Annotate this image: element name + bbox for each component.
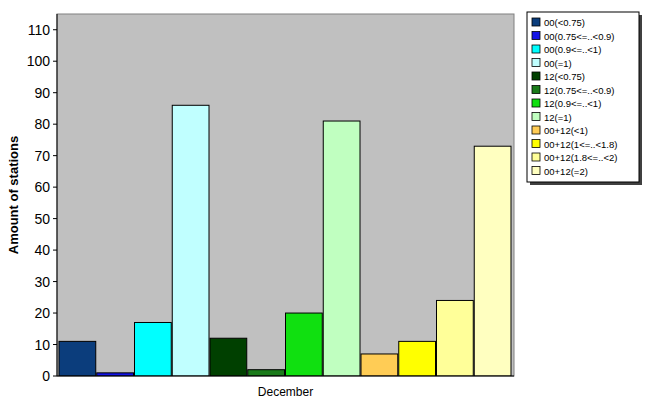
legend-swatch	[532, 86, 540, 94]
bar	[474, 146, 511, 376]
x-axis	[57, 376, 514, 377]
y-tick-label: 90	[34, 85, 50, 101]
y-tick-label: 30	[34, 274, 50, 290]
bar	[437, 300, 474, 376]
legend-label: 12(<0.75)	[544, 71, 585, 82]
legend-label: 00+12(<1)	[544, 125, 588, 136]
legend-swatch	[532, 72, 540, 80]
legend-swatch	[532, 99, 540, 107]
legend-swatch	[532, 140, 540, 148]
y-tick	[53, 250, 57, 251]
legend-swatch	[532, 45, 540, 53]
y-tick-label: 110	[28, 22, 51, 38]
bar	[59, 341, 96, 376]
legend-swatch	[532, 167, 540, 175]
legend-box	[527, 12, 639, 182]
y-tick	[53, 313, 57, 314]
legend-label: 00+12(1<=..<1.8)	[544, 139, 617, 150]
x-tick-label: December	[258, 385, 313, 399]
bar	[361, 354, 398, 376]
y-tick-label: 70	[34, 148, 50, 164]
legend-swatch	[532, 32, 540, 40]
legend-swatch	[532, 18, 540, 26]
y-tick-label: 10	[34, 337, 50, 353]
y-tick	[53, 187, 57, 188]
bar	[248, 370, 285, 376]
y-tick-label: 100	[27, 53, 51, 69]
chart-container: 0 10 20 30 40 50 60 70 80 90 100 110 December Amount …	[0, 0, 667, 415]
bar	[172, 105, 209, 376]
legend: 00(<0.75) 00(0.75<=..<0.9) 00(0.9<=..<1) 00…	[527, 12, 642, 185]
y-tick	[53, 218, 57, 219]
y-tick-label: 80	[34, 116, 50, 132]
y-tick	[53, 92, 57, 93]
legend-label: 00(0.75<=..<0.9)	[544, 31, 615, 42]
y-tick-label: 0	[42, 368, 50, 384]
legend-swatch	[532, 113, 540, 121]
legend-swatch	[532, 59, 540, 67]
y-tick-label: 20	[34, 305, 50, 321]
legend-swatch	[532, 126, 540, 134]
y-tick	[53, 29, 57, 30]
y-tick	[53, 376, 57, 377]
legend-label: 12(0.9<=..<1)	[544, 98, 601, 109]
bar	[323, 121, 360, 376]
y-tick	[53, 124, 57, 125]
y-axis-label: Amount of stations	[6, 136, 21, 254]
bar	[135, 322, 172, 376]
bar	[399, 341, 436, 376]
legend-label: 00(0.9<=..<1)	[544, 44, 601, 55]
y-tick-label: 60	[34, 179, 50, 195]
bars	[59, 105, 511, 376]
bar	[286, 313, 323, 376]
bar	[210, 338, 247, 376]
plot-area	[57, 14, 514, 376]
legend-label: 00+12(1.8<=..<2)	[544, 152, 617, 163]
chart-svg: 0 10 20 30 40 50 60 70 80 90 100 110 December Amount …	[0, 0, 667, 415]
y-tick	[53, 344, 57, 345]
legend-label: 00(<0.75)	[544, 17, 585, 28]
legend-swatch	[532, 153, 540, 161]
y-tick	[53, 155, 57, 156]
legend-label: 00+12(=2)	[544, 166, 588, 177]
y-tick	[53, 281, 57, 282]
y-tick-label: 50	[34, 211, 50, 227]
y-axis	[57, 14, 58, 376]
legend-label: 12(0.75<=..<0.9)	[544, 85, 615, 96]
y-tick-label: 40	[34, 242, 50, 258]
legend-label: 00(=1)	[544, 58, 572, 69]
legend-label: 12(=1)	[544, 112, 572, 123]
y-tick	[53, 61, 57, 62]
